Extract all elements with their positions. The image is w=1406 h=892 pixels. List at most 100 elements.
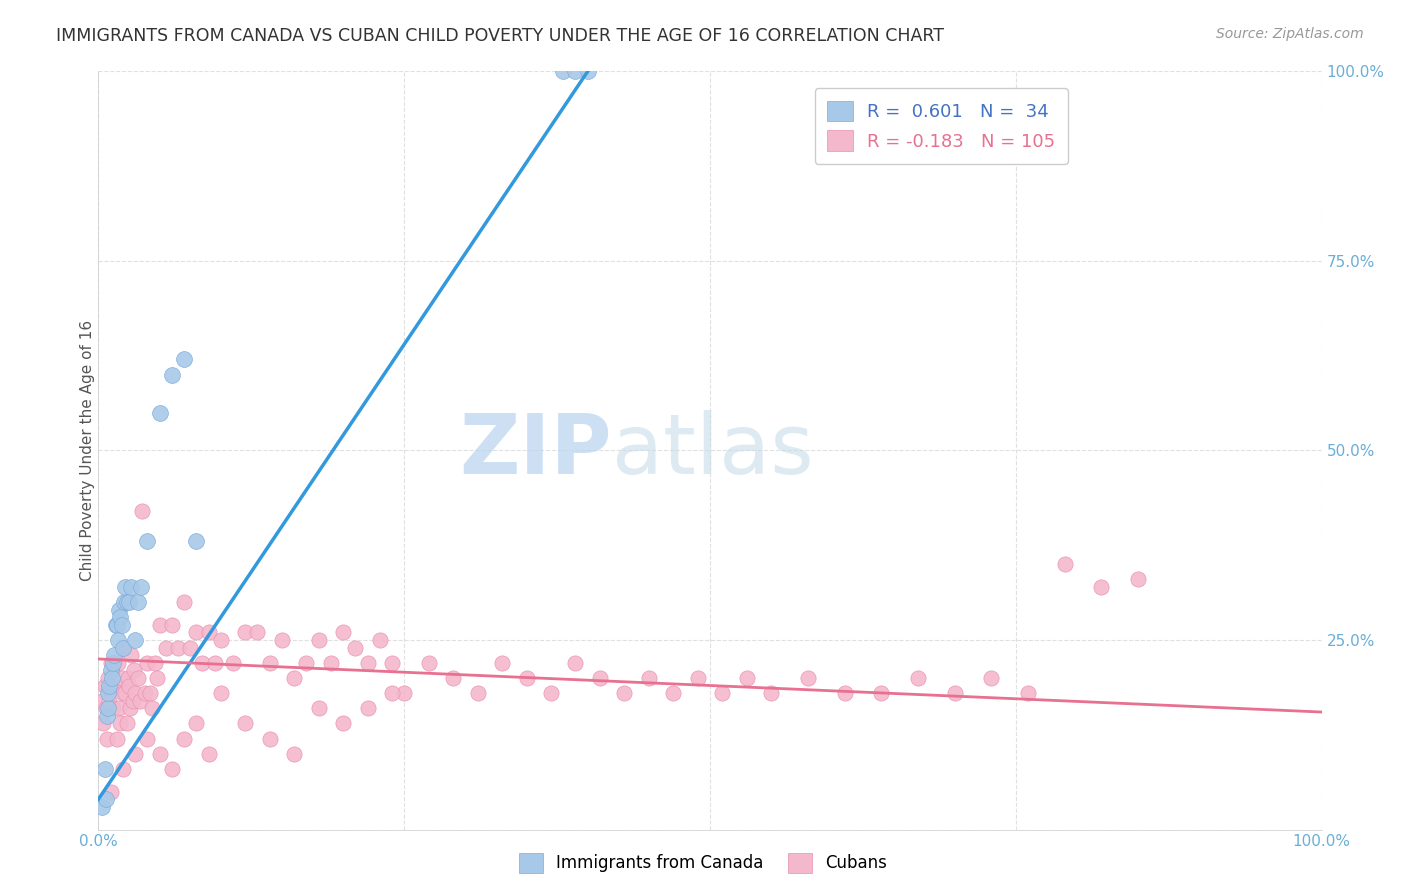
Point bbox=[761, 686, 783, 700]
Point bbox=[93, 678, 115, 692]
Point bbox=[943, 686, 966, 700]
Point bbox=[98, 678, 121, 692]
Point bbox=[467, 686, 489, 700]
Point bbox=[115, 595, 138, 609]
Point bbox=[120, 648, 142, 662]
Point bbox=[94, 701, 117, 715]
Point bbox=[149, 747, 172, 761]
Point bbox=[108, 603, 131, 617]
Point bbox=[209, 633, 232, 648]
Point bbox=[197, 625, 219, 640]
Point bbox=[108, 701, 131, 715]
Point bbox=[141, 701, 163, 715]
Point bbox=[118, 595, 141, 609]
Point bbox=[110, 610, 132, 624]
Point bbox=[139, 686, 162, 700]
Point bbox=[167, 640, 190, 655]
Point bbox=[711, 686, 734, 700]
Legend: Immigrants from Canada, Cubans: Immigrants from Canada, Cubans bbox=[513, 847, 893, 880]
Point bbox=[96, 731, 118, 746]
Point bbox=[111, 686, 134, 700]
Point bbox=[97, 701, 120, 715]
Point bbox=[124, 747, 146, 761]
Point bbox=[127, 671, 149, 685]
Point bbox=[381, 686, 404, 700]
Point bbox=[233, 716, 256, 731]
Point bbox=[149, 617, 172, 632]
Legend: R =  0.601   N =  34, R = -0.183   N = 105: R = 0.601 N = 34, R = -0.183 N = 105 bbox=[815, 88, 1069, 164]
Point bbox=[121, 694, 143, 708]
Point bbox=[222, 656, 245, 670]
Point bbox=[103, 656, 125, 670]
Point bbox=[295, 656, 318, 670]
Point bbox=[105, 617, 128, 632]
Point bbox=[1090, 580, 1112, 594]
Point bbox=[146, 671, 169, 685]
Point bbox=[96, 708, 118, 723]
Point bbox=[259, 656, 281, 670]
Point bbox=[101, 671, 124, 685]
Point bbox=[120, 701, 142, 715]
Point bbox=[127, 595, 149, 609]
Point bbox=[870, 686, 893, 700]
Point bbox=[131, 504, 153, 518]
Point bbox=[149, 405, 172, 420]
Point bbox=[134, 686, 156, 700]
Point bbox=[101, 678, 124, 692]
Point bbox=[114, 686, 136, 700]
Point bbox=[160, 762, 183, 776]
Point bbox=[101, 701, 124, 715]
Point bbox=[564, 656, 586, 670]
Point bbox=[589, 671, 612, 685]
Point bbox=[662, 686, 685, 700]
Point bbox=[1128, 573, 1150, 587]
Point bbox=[283, 671, 305, 685]
Text: ZIP: ZIP bbox=[460, 410, 612, 491]
Point bbox=[115, 716, 138, 731]
Point bbox=[368, 633, 391, 648]
Point bbox=[186, 534, 208, 549]
Point bbox=[93, 762, 115, 776]
Text: Source: ZipAtlas.com: Source: ZipAtlas.com bbox=[1216, 27, 1364, 41]
Point bbox=[553, 64, 575, 78]
Point bbox=[233, 625, 256, 640]
Point bbox=[104, 678, 127, 692]
Point bbox=[136, 656, 159, 670]
Point bbox=[101, 656, 124, 670]
Point bbox=[332, 625, 354, 640]
Point bbox=[112, 640, 135, 655]
Point bbox=[111, 617, 134, 632]
Point bbox=[186, 625, 208, 640]
Point bbox=[637, 671, 661, 685]
Point bbox=[112, 595, 135, 609]
Text: IMMIGRANTS FROM CANADA VS CUBAN CHILD POVERTY UNDER THE AGE OF 16 CORRELATION CH: IMMIGRANTS FROM CANADA VS CUBAN CHILD PO… bbox=[56, 27, 945, 45]
Point bbox=[735, 671, 758, 685]
Point bbox=[97, 671, 120, 685]
Point bbox=[136, 731, 159, 746]
Point bbox=[319, 656, 342, 670]
Point bbox=[91, 716, 114, 731]
Point bbox=[613, 686, 636, 700]
Point bbox=[136, 534, 159, 549]
Point bbox=[381, 656, 404, 670]
Point bbox=[797, 671, 820, 685]
Point bbox=[191, 656, 214, 670]
Point bbox=[111, 640, 134, 655]
Point bbox=[1017, 686, 1039, 700]
Point bbox=[155, 640, 177, 655]
Point bbox=[515, 671, 537, 685]
Point bbox=[197, 747, 219, 761]
Point bbox=[110, 716, 132, 731]
Point bbox=[97, 686, 120, 700]
Point bbox=[1053, 557, 1076, 572]
Point bbox=[100, 664, 122, 678]
Point bbox=[124, 633, 146, 648]
Point bbox=[204, 656, 226, 670]
Point bbox=[246, 625, 269, 640]
Point bbox=[418, 656, 440, 670]
Point bbox=[283, 747, 305, 761]
Point bbox=[186, 716, 208, 731]
Point bbox=[356, 656, 378, 670]
Point bbox=[308, 633, 330, 648]
Point bbox=[120, 580, 142, 594]
